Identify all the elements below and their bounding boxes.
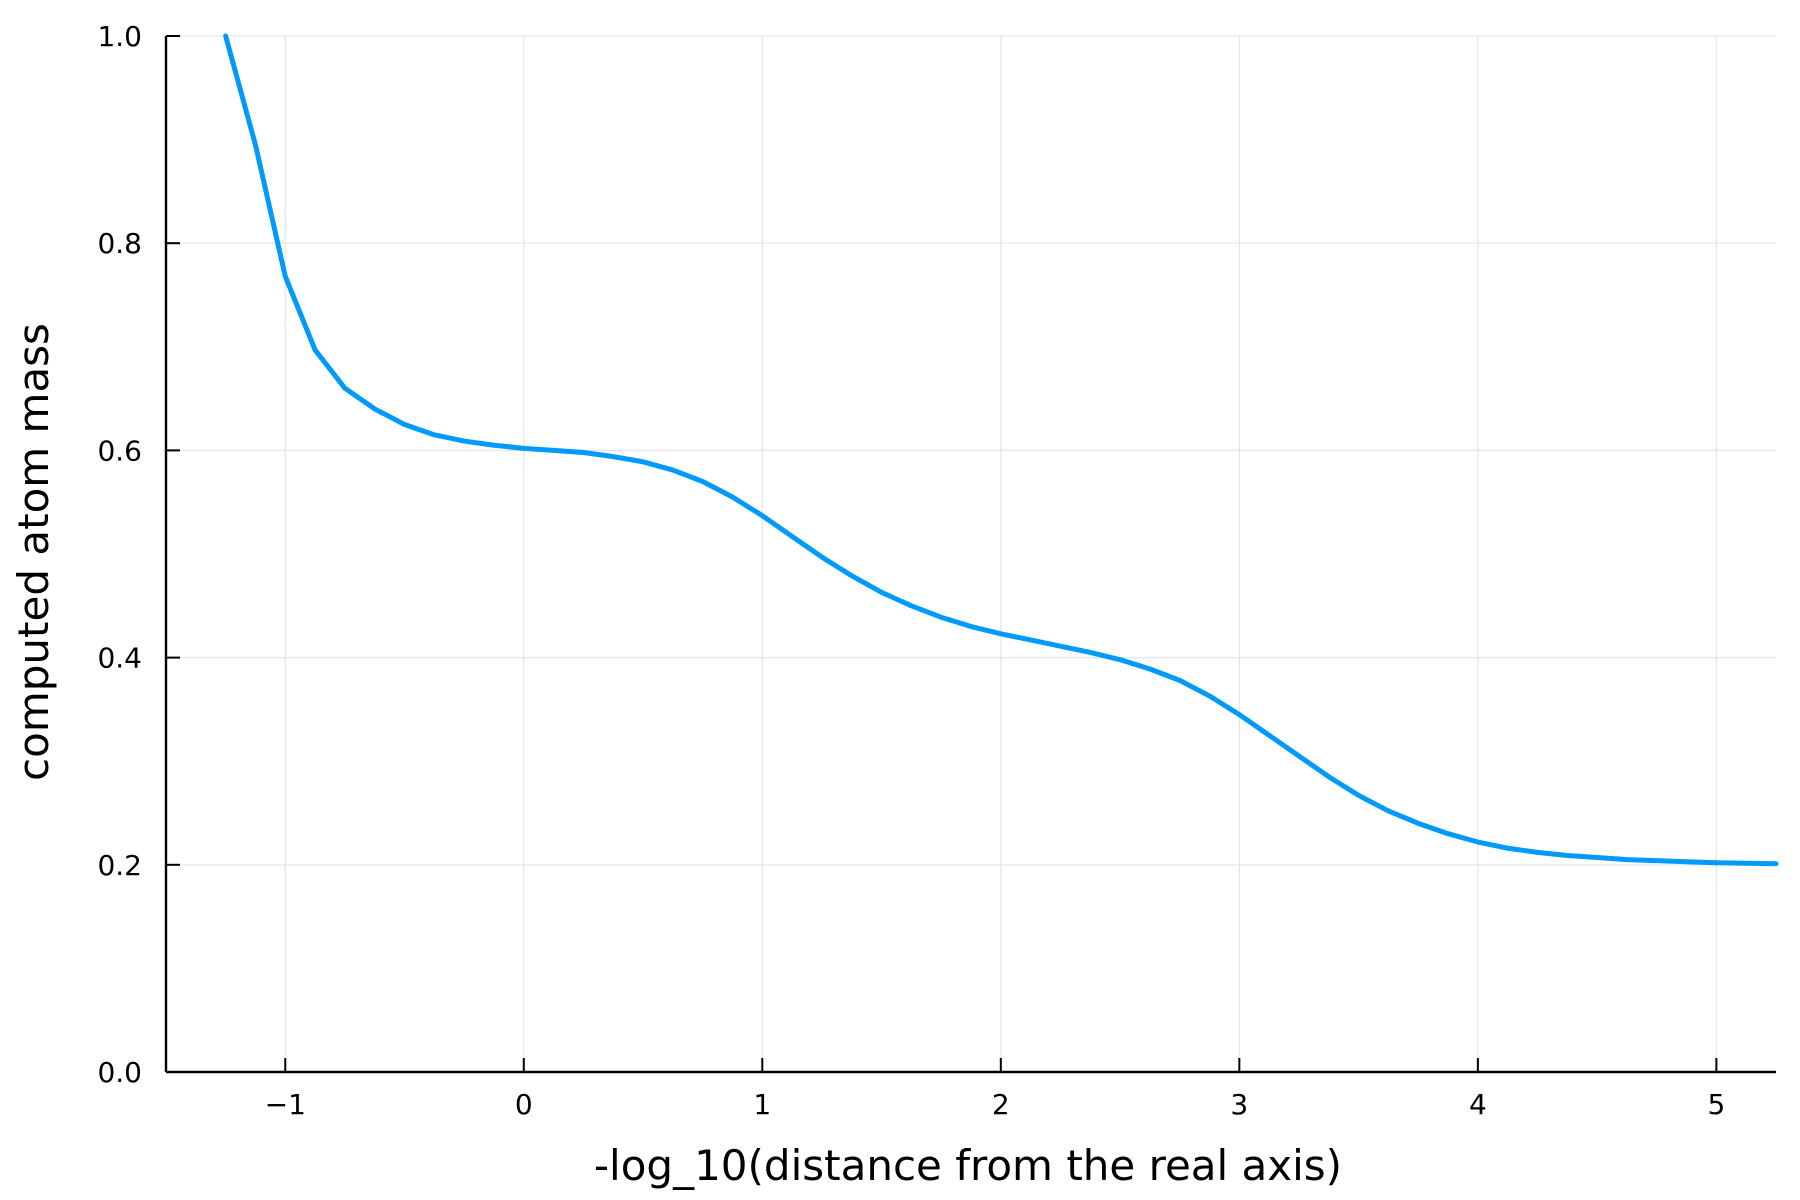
x-tick-label: 3: [1230, 1088, 1248, 1121]
grid-lines: [166, 35, 1776, 1073]
y-tick-label: 1.0: [97, 20, 142, 53]
y-axis-title: computed atom mass: [9, 323, 58, 781]
x-tick-label: 2: [992, 1088, 1010, 1121]
y-tick-label: 0.8: [97, 227, 142, 260]
series-line: [223, 33, 1779, 867]
x-tick-label: 4: [1469, 1088, 1487, 1121]
y-tick-label: 0.0: [97, 1056, 142, 1089]
x-tick-label: 5: [1707, 1088, 1725, 1121]
y-tick-label: 0.2: [97, 849, 142, 882]
y-tick-label: 0.4: [97, 642, 142, 675]
x-tick-label: 0: [515, 1088, 533, 1121]
x-tick-label: 1: [753, 1088, 771, 1121]
y-tick-label: 0.6: [97, 434, 142, 467]
x-tick-label: −1: [265, 1088, 306, 1121]
axes: −1 0 1 2 3 4 5 0.0 0.2 0.4 0.6 0.8 1.0: [97, 20, 1776, 1121]
x-axis-title: -log_10(distance from the real axis): [594, 1141, 1342, 1190]
series-layer: [223, 33, 1779, 867]
